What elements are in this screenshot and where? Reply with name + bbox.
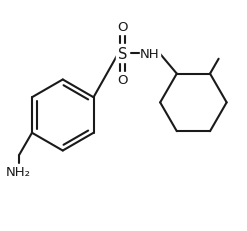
Text: O: O <box>117 74 128 87</box>
Text: NH₂: NH₂ <box>6 166 31 179</box>
Text: NH: NH <box>140 47 160 60</box>
Text: S: S <box>118 46 127 61</box>
Text: O: O <box>117 21 128 34</box>
